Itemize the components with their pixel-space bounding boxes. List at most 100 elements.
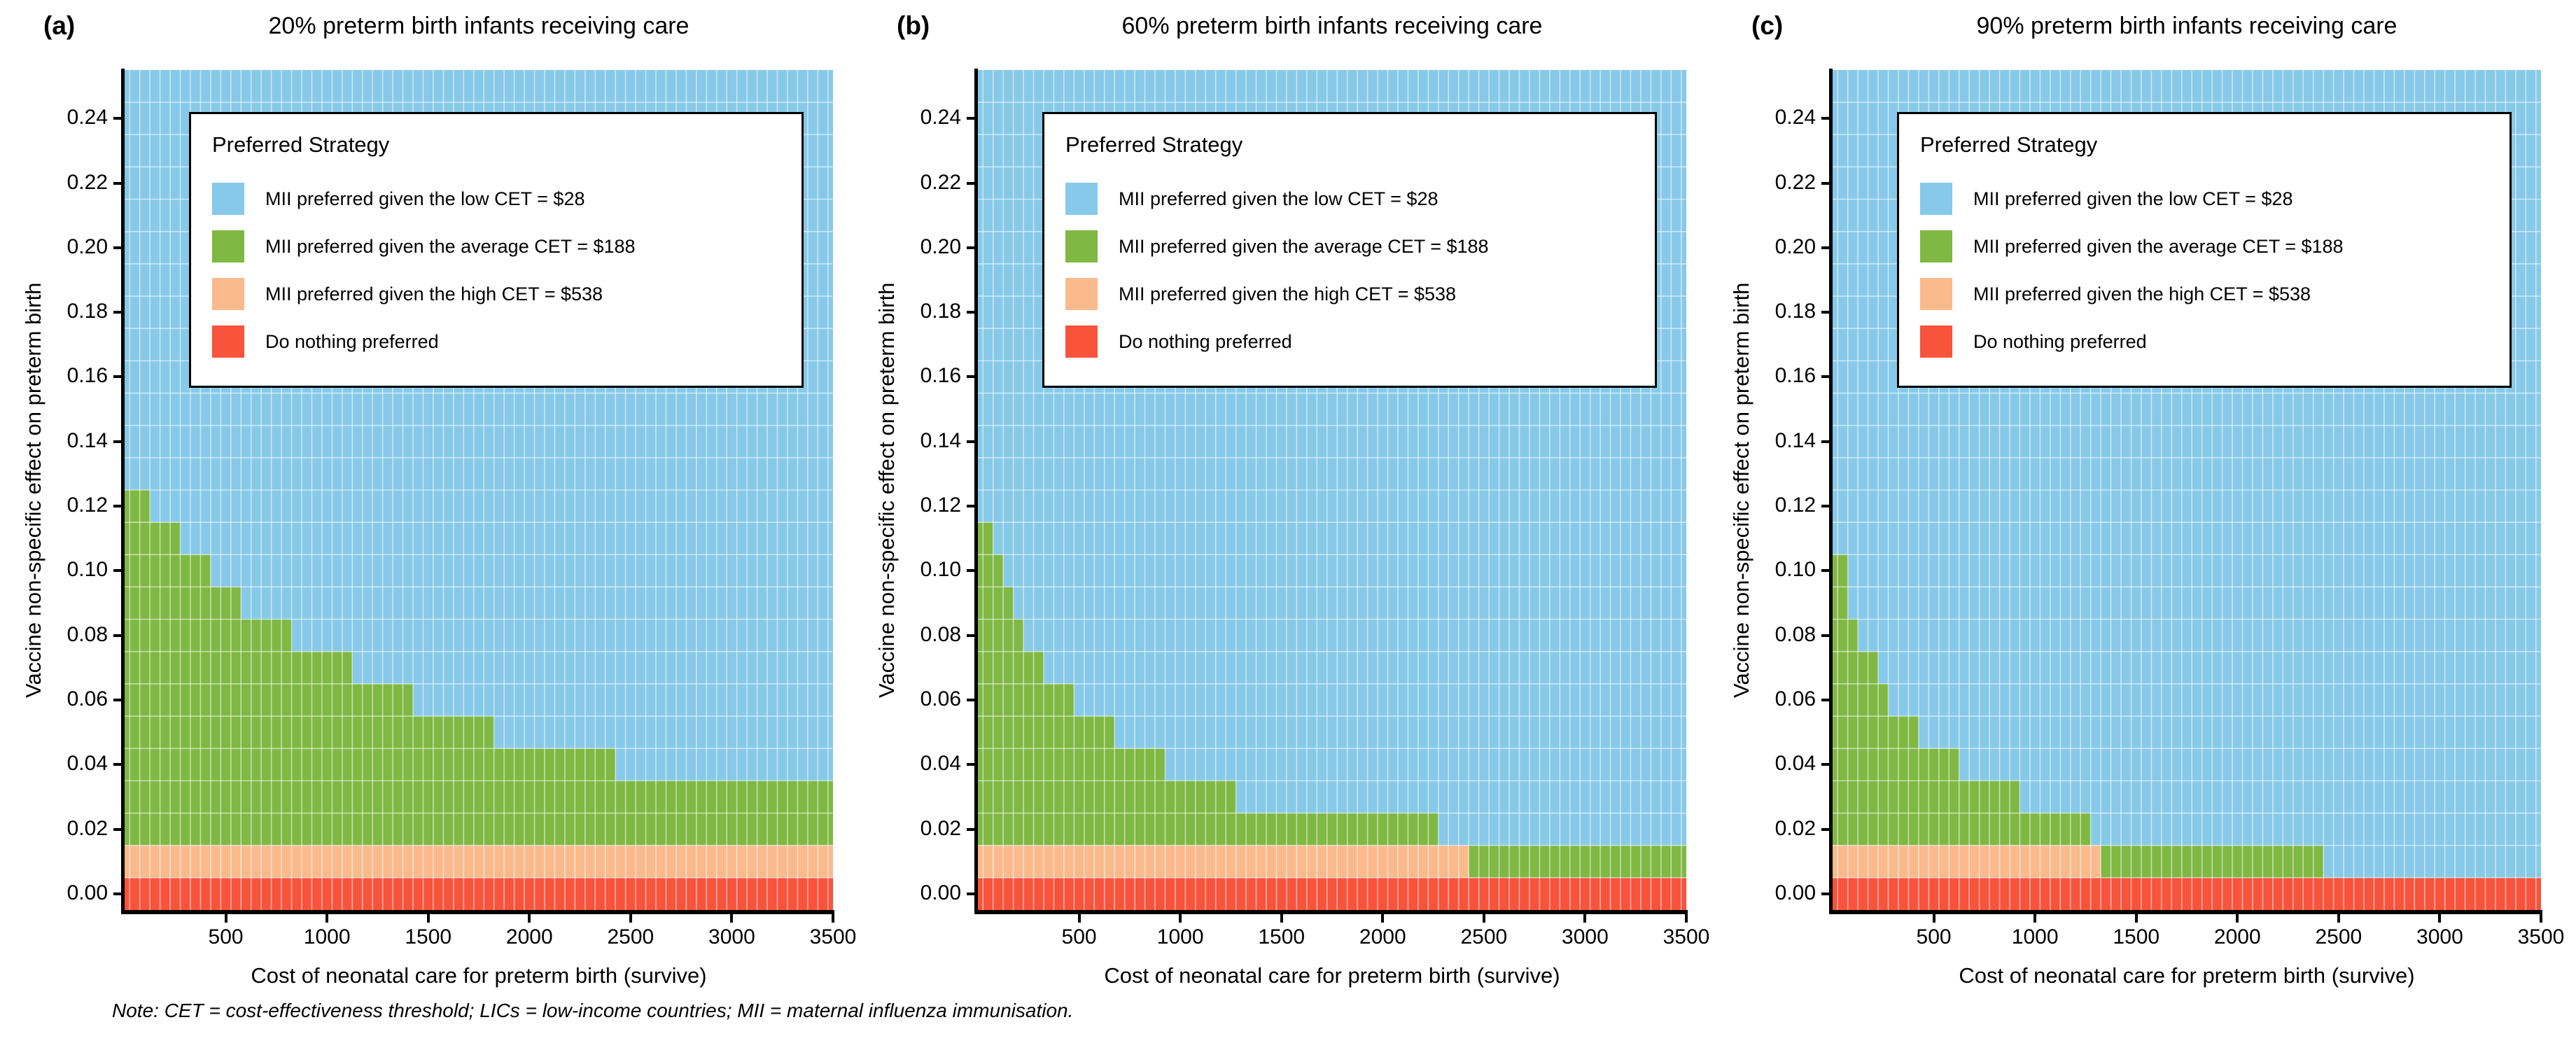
y-tick-label: 0.12: [920, 493, 961, 517]
x-tick-mark: [2236, 914, 2239, 923]
x-axis-line: [974, 910, 1688, 914]
legend-row: MII preferred given the high CET = $538: [1065, 271, 1634, 317]
y-tick-mark: [113, 699, 122, 701]
legend-row: Do nothing preferred: [1920, 318, 2488, 365]
y-tick-label: 0.02: [1774, 816, 1816, 840]
x-axis-line: [1829, 910, 2542, 914]
x-tick-label: 2500: [607, 925, 654, 948]
x-tick-label: 500: [1061, 925, 1097, 948]
x-tick-label: 3000: [1562, 925, 1609, 948]
region-green-average-cet: [125, 490, 150, 846]
legend-box: Preferred Strategy MII preferred given th…: [1042, 112, 1657, 388]
x-tick-mark: [1932, 914, 1935, 923]
y-tick-mark: [1821, 699, 1830, 701]
legend-row: MII preferred given the average CET = $1…: [1920, 223, 2488, 270]
x-tick-mark: [730, 914, 734, 923]
x-tick-mark: [1077, 914, 1081, 923]
y-axis-label: Vaccine non-specific effect on preterm b…: [1729, 282, 1754, 698]
y-tick-mark: [1821, 634, 1830, 637]
y-tick-mark: [1821, 246, 1830, 249]
x-tick-label: 1000: [1156, 925, 1204, 948]
region-green-average-cet: [1878, 683, 1889, 846]
y-tick-mark: [1821, 569, 1830, 573]
x-tick-label: 1500: [2113, 925, 2160, 948]
y-tick-label: 0.06: [66, 687, 108, 710]
x-tick-mark: [2438, 914, 2442, 923]
x-tick-label: 3500: [1662, 925, 1710, 948]
legend-label: Do nothing preferred: [1973, 330, 2147, 352]
legend-swatch-red: [212, 326, 244, 358]
x-tick-mark: [1280, 914, 1283, 923]
y-tick-label: 0.10: [920, 558, 961, 582]
y-tick-label: 0.10: [66, 558, 108, 582]
y-axis-label: Vaccine non-specific effect on preterm b…: [21, 282, 46, 698]
x-tick-mark: [2033, 914, 2037, 923]
x-tick-label: 2000: [505, 925, 553, 948]
x-tick-label: 2000: [2213, 925, 2261, 948]
legend-box: Preferred Strategy MII preferred given th…: [189, 112, 804, 388]
legend-row: MII preferred given the low CET = $28: [1065, 176, 1634, 222]
x-tick-mark: [528, 914, 531, 923]
region-green-average-cet-low-band: [1469, 845, 1686, 878]
y-tick-label: 0.04: [920, 752, 961, 776]
region-green-average-cet: [1043, 683, 1074, 846]
x-tick-mark: [832, 914, 834, 923]
panel-tag: (b): [897, 11, 930, 40]
y-tick-mark: [1821, 763, 1830, 766]
y-tick-label: 0.20: [1774, 234, 1816, 258]
y-tick-mark: [1821, 117, 1830, 120]
y-tick-mark: [1821, 892, 1830, 895]
x-tick-mark: [1583, 914, 1587, 923]
x-axis-label: Cost of neonatal care for preterm birth …: [1104, 963, 1560, 988]
x-tick-mark: [1381, 914, 1385, 923]
y-tick-mark: [967, 827, 975, 831]
y-tick-label: 0.00: [66, 881, 108, 904]
y-tick-mark: [1821, 440, 1830, 443]
legend-swatch-blue: [1920, 183, 1952, 215]
legend-swatch-red: [1065, 326, 1098, 358]
legend-row: MII preferred given the average CET = $1…: [1065, 223, 1634, 270]
legend-label: MII preferred given the low CET = $28: [1973, 188, 2293, 209]
x-tick-label: 1000: [2011, 925, 2059, 948]
region-green-average-cet: [1833, 554, 1848, 846]
y-tick-label: 0.04: [1774, 752, 1816, 776]
y-tick-mark: [967, 634, 975, 637]
region-green-average-cet: [993, 554, 1004, 846]
y-tick-label: 0.00: [1774, 881, 1816, 904]
y-tick-label: 0.12: [1774, 493, 1816, 517]
y-tick-label: 0.24: [1774, 106, 1816, 130]
legend-swatch-orange: [212, 278, 244, 310]
y-tick-label: 0.06: [920, 687, 961, 710]
y-tick-mark: [113, 505, 122, 508]
y-tick-mark: [113, 892, 122, 895]
legend-swatch-orange: [1065, 278, 1098, 310]
y-tick-label: 0.24: [66, 106, 108, 130]
y-tick-label: 0.18: [920, 300, 961, 323]
y-tick-mark: [967, 117, 975, 120]
legend-row: MII preferred given the high CET = $538: [1920, 271, 2488, 317]
y-tick-mark: [967, 505, 975, 508]
x-tick-mark: [1179, 914, 1182, 923]
y-tick-label: 0.06: [1774, 687, 1816, 710]
y-axis-line: [121, 69, 125, 913]
region-orange-high-cet: [1833, 845, 2101, 878]
region-red-do-nothing: [978, 877, 1686, 910]
x-tick-label: 1000: [303, 925, 351, 948]
x-tick-mark: [629, 914, 632, 923]
x-tick-mark: [2134, 914, 2138, 923]
legend-row: MII preferred given the low CET = $28: [212, 176, 780, 222]
region-orange-high-cet: [978, 845, 1469, 878]
x-tick-label: 1500: [1258, 925, 1306, 948]
x-tick-mark: [1482, 914, 1485, 923]
y-tick-mark: [113, 246, 122, 249]
y-tick-label: 0.16: [66, 364, 108, 388]
y-tick-label: 0.16: [920, 364, 961, 388]
y-tick-mark: [967, 569, 975, 573]
legend-row: MII preferred given the average CET = $1…: [212, 223, 780, 270]
y-tick-label: 0.22: [66, 170, 108, 194]
y-tick-mark: [113, 440, 122, 443]
x-tick-label: 3500: [809, 925, 857, 948]
y-tick-mark: [967, 375, 975, 379]
y-tick-mark: [967, 311, 975, 314]
